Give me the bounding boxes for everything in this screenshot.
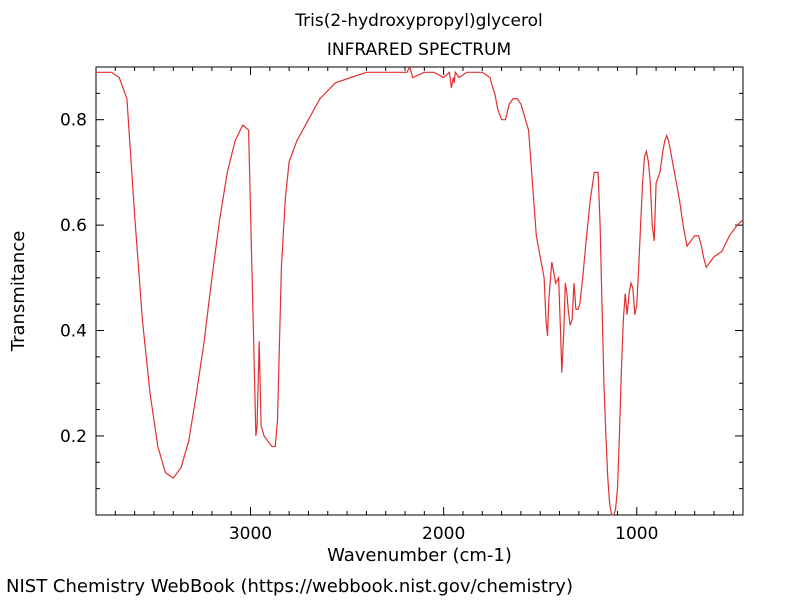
plot-frame	[95, 66, 744, 516]
axis-tick-labels: 3000 2000 1000 0.2 0.4 0.6 0.8	[60, 111, 658, 544]
x-tick-label: 3000	[229, 524, 272, 544]
x-axis-label: Wavenumber (cm-1)	[327, 545, 512, 566]
y-tick-label: 0.2	[60, 427, 87, 447]
chart-subtitle: INFRARED SPECTRUM	[326, 40, 512, 60]
x-tick-label: 2000	[422, 524, 465, 544]
x-tick-label: 1000	[615, 524, 658, 544]
y-tick-label: 0.8	[60, 111, 87, 131]
source-footer: NIST Chemistry WebBook (https://webbook.…	[6, 576, 573, 597]
y-axis-label: Transmitance	[8, 231, 29, 353]
spectrum-trace	[96, 65, 744, 516]
chart-title: Tris(2-hydroxypropyl)glycerol	[295, 11, 543, 31]
axis-ticks	[96, 67, 743, 515]
y-tick-label: 0.4	[60, 322, 87, 342]
y-tick-label: 0.6	[60, 216, 87, 236]
